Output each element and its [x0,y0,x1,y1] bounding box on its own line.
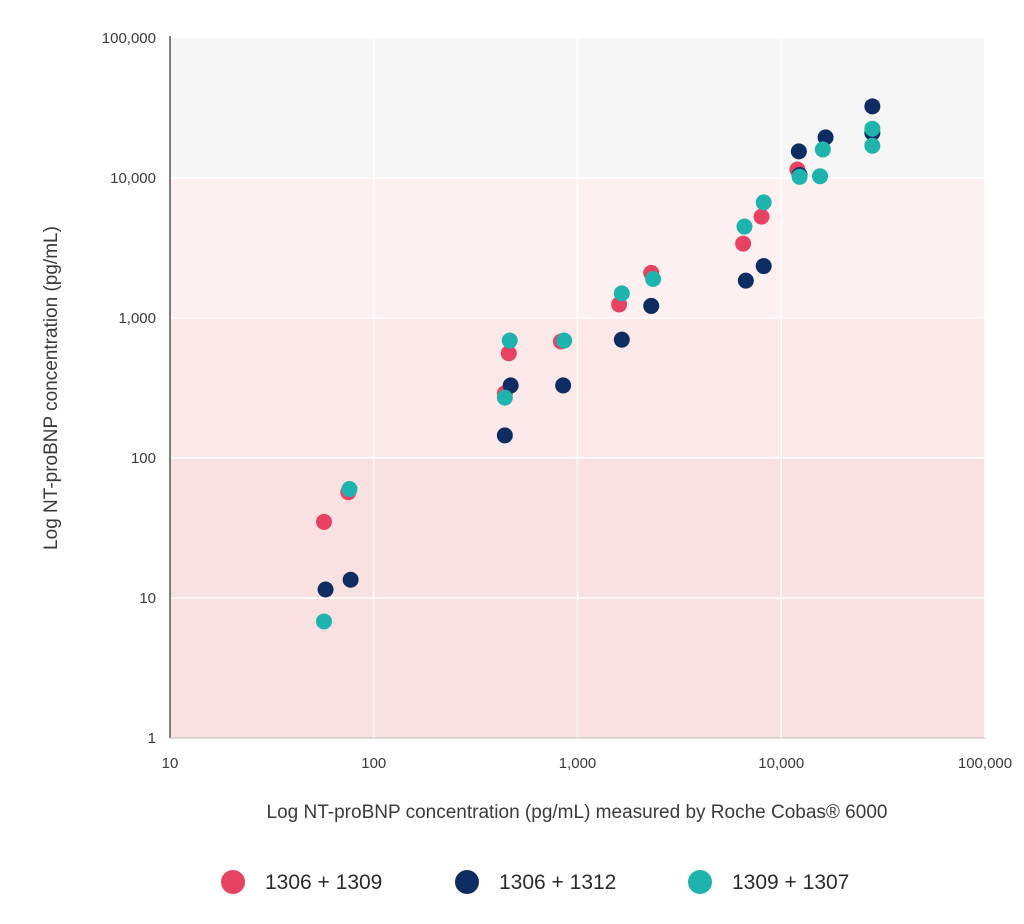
data-point [555,377,572,394]
data-point [864,137,881,154]
y-tick-label: 100,000 [102,30,156,47]
y-tick-label: 10 [139,590,156,607]
x-tick-label: 1,000 [559,755,597,772]
data-point [342,571,359,588]
legend-marker [221,870,245,894]
data-point [864,120,881,137]
data-point [556,332,573,349]
data-point [814,141,831,158]
data-point [500,345,517,362]
data-point [316,513,333,530]
data-point [645,270,662,287]
x-axis-title: Log NT-proBNP concentration (pg/mL) meas… [267,802,888,823]
x-tick-label: 100 [361,755,386,772]
data-point [790,143,807,160]
data-points [316,98,881,630]
data-point [812,168,829,185]
data-point [341,481,358,498]
data-point [864,98,881,115]
x-tick-label: 10 [162,755,179,772]
data-point [316,613,333,630]
data-point [753,208,770,225]
legend-marker [455,870,479,894]
grid-lines [170,38,986,738]
data-point [791,168,808,185]
data-point [613,285,630,302]
axes [169,36,985,739]
legend-label: 1306 + 1309 [265,871,382,894]
y-tick-labels: 1 10 100 1,000 10,000 100,000 [102,30,156,747]
data-point [737,272,754,289]
x-tick-label: 10,000 [758,755,804,772]
x-tick-labels: 10 100 1,000 10,000 100,000 [162,755,1012,772]
legend-marker [688,870,712,894]
data-point [755,258,772,275]
y-tick-label: 100 [131,450,156,467]
y-tick-label: 1,000 [118,310,156,327]
data-point [496,427,513,444]
y-tick-label: 1 [148,730,156,747]
legend: 1306 + 1309 1306 + 1312 1309 + 1307 [221,870,849,894]
data-point [501,332,518,349]
data-point [496,389,513,406]
data-point [502,377,519,394]
data-point [817,129,834,146]
data-point [736,218,753,235]
legend-label: 1306 + 1312 [499,871,616,894]
data-point [755,194,772,211]
y-axis-title: Log NT-proBNP concentration (pg/mL) [41,226,62,550]
data-point [735,235,752,252]
x-tick-label: 100,000 [958,755,1012,772]
data-point [613,331,630,348]
data-point [317,581,334,598]
y-tick-label: 10,000 [110,170,156,187]
legend-label: 1309 + 1307 [732,871,849,894]
data-point [643,297,660,314]
